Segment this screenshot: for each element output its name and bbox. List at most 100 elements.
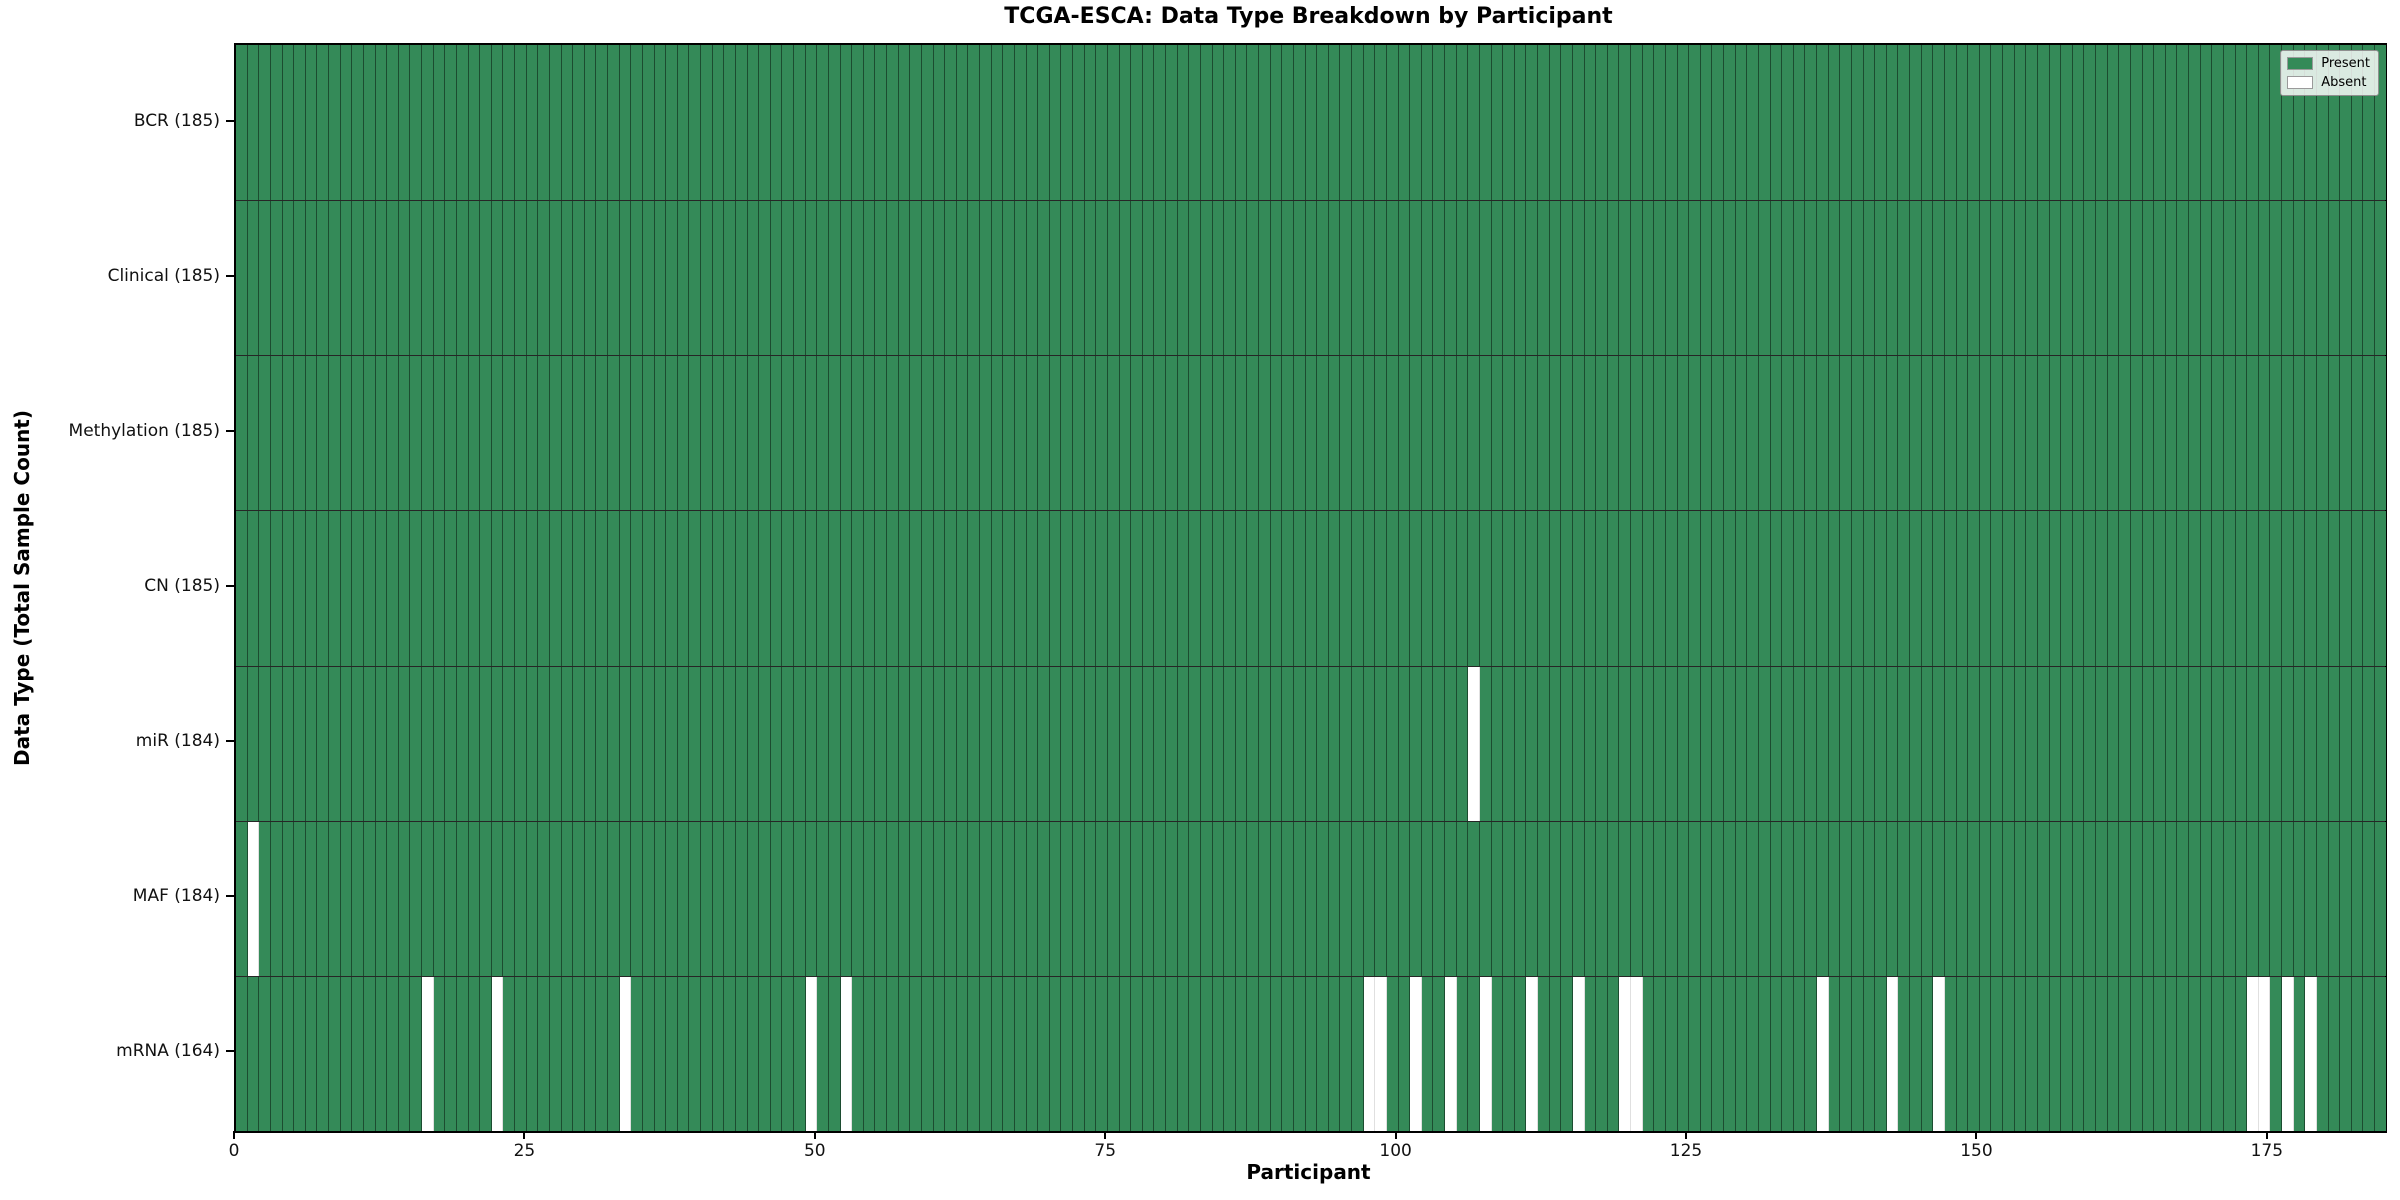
present-cell (898, 45, 911, 201)
y-tick-label: Clinical (185) (107, 265, 220, 286)
present-cell (956, 821, 969, 976)
present-cell (1282, 821, 1294, 976)
present-cell (1596, 356, 1608, 511)
present-cell (1514, 511, 1527, 666)
present-cell (712, 45, 725, 201)
present-cell (1340, 666, 1352, 821)
present-cell (2003, 201, 2015, 356)
present-cell (968, 45, 980, 201)
present-cell (2340, 356, 2352, 511)
present-cell (1677, 976, 1690, 1131)
present-cell (1491, 356, 1504, 511)
present-cell (921, 356, 934, 511)
present-cell (689, 976, 701, 1131)
present-cell (2014, 511, 2027, 666)
present-cell (724, 356, 736, 511)
present-cell (1770, 201, 1783, 356)
present-cell (2270, 201, 2282, 356)
present-cell (1863, 201, 1876, 356)
present-cell (305, 821, 318, 976)
present-cell (305, 666, 318, 821)
present-cell (2154, 511, 2166, 666)
present-cell (515, 666, 527, 821)
present-cell (654, 45, 667, 201)
x-tick-mark (1685, 1131, 1688, 1139)
present-cell (270, 666, 283, 821)
present-cell (433, 201, 446, 356)
present-cell (456, 976, 469, 1131)
present-cell (1410, 201, 1422, 356)
present-cell (1549, 45, 1562, 201)
present-cell (1724, 201, 1736, 356)
present-cell (2177, 356, 2189, 511)
present-cell (456, 666, 469, 821)
present-cell (1235, 976, 1248, 1131)
present-cell (1758, 821, 1771, 976)
present-cell (910, 821, 922, 976)
present-cell (1654, 976, 1666, 1131)
present-cell (1968, 511, 1980, 666)
present-cell (1107, 511, 1120, 666)
present-cell (1363, 356, 1376, 511)
present-cell (1026, 821, 1039, 976)
present-cell (1654, 201, 1666, 356)
present-cell (1282, 976, 1294, 1131)
present-cell (1282, 666, 1294, 821)
present-cell (898, 356, 911, 511)
present-cell (1445, 356, 1457, 511)
present-cell (2026, 976, 2038, 1131)
present-cell (1352, 45, 1364, 201)
y-tick-mark (226, 895, 234, 898)
present-cell (1584, 511, 1597, 666)
present-cell (2235, 201, 2248, 356)
present-cell (794, 666, 806, 821)
present-cell (1572, 356, 1585, 511)
present-cell (1049, 201, 1062, 356)
present-cell (1421, 201, 1434, 356)
present-cell (2142, 45, 2155, 201)
present-cell (1061, 356, 1073, 511)
present-cell (1363, 666, 1376, 821)
present-cell (1398, 511, 1411, 666)
present-cell (1212, 511, 1225, 666)
y-tick-label: MAF (184) (132, 886, 220, 907)
present-cell (2014, 356, 2027, 511)
present-cell (282, 511, 295, 666)
present-cell (445, 201, 457, 356)
present-cell (747, 356, 760, 511)
present-cell (1270, 45, 1283, 201)
absent-cell (1886, 976, 1899, 1131)
present-cell (340, 45, 353, 201)
present-cell (2235, 666, 2248, 821)
present-cell (1305, 976, 1318, 1131)
present-cell (1758, 511, 1771, 666)
present-cell (1073, 666, 1085, 821)
present-cell (1793, 511, 1806, 666)
present-cell (956, 976, 969, 1131)
present-cell (1014, 666, 1027, 821)
present-cell (1607, 976, 1620, 1131)
present-cell (515, 201, 527, 356)
present-cell (468, 511, 481, 666)
present-cell (236, 821, 248, 976)
present-cell (1200, 201, 1213, 356)
present-cell (1944, 666, 1957, 821)
present-cell (1003, 976, 1015, 1131)
present-cell (1177, 201, 1190, 356)
present-cell (2316, 201, 2329, 356)
present-cell (2235, 976, 2248, 1131)
present-cell (526, 821, 539, 976)
present-cell (538, 821, 550, 976)
present-cell (2340, 666, 2352, 821)
present-cell (352, 356, 364, 511)
present-cell (1503, 201, 1515, 356)
present-cell (898, 821, 911, 976)
present-cell (1503, 666, 1515, 821)
present-cell (689, 511, 701, 666)
present-cell (2119, 356, 2131, 511)
present-cell (1293, 356, 1306, 511)
present-cell (1317, 201, 1329, 356)
absent-cell (1410, 976, 1422, 1131)
present-cell (1328, 356, 1341, 511)
present-cell (1933, 201, 1945, 356)
